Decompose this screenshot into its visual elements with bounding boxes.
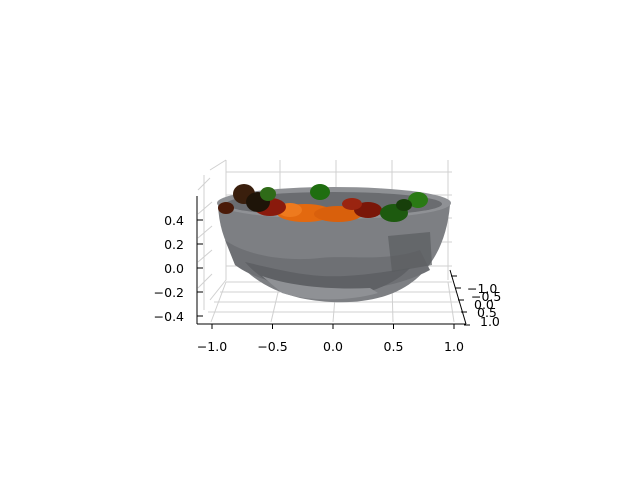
y-axis-line	[449, 269, 467, 325]
fruit-group	[218, 184, 428, 222]
red-fruit-4	[218, 202, 234, 214]
z-tick-label: 0.4	[164, 213, 184, 228]
x-tick-labels: −1.0 −0.5 0.0 0.5 1.0	[197, 324, 464, 354]
green-fruit-5	[396, 199, 412, 211]
y-tick-label: 1.0	[480, 314, 500, 329]
x-tick-label: −0.5	[257, 339, 287, 354]
z-tick-label: 0.0	[164, 261, 184, 276]
green-fruit-1	[310, 184, 330, 200]
red-fruit-3	[342, 198, 362, 210]
bowl-light-band	[262, 276, 378, 300]
orange-2	[314, 206, 362, 222]
y-tick-label: −0.5	[471, 289, 501, 304]
z-tick-labels: 0.4 0.2 0.0 −0.2 −0.4	[154, 213, 203, 324]
z-tick-label: −0.2	[154, 285, 184, 300]
bowl-surface	[217, 187, 451, 303]
bowl-shadow-patch	[388, 232, 432, 272]
y-tick-label: 0.0	[474, 297, 494, 312]
axes-lines	[196, 196, 467, 325]
x-tick-label: −1.0	[197, 339, 227, 354]
y-tick-label: 0.5	[477, 305, 497, 320]
green-fruit-3	[408, 192, 428, 208]
z-tick-label: 0.2	[164, 237, 184, 252]
y-tick-labels: −1.0−0.50.00.51.0	[451, 275, 501, 329]
z-tick-label: −0.4	[154, 309, 184, 324]
x-tick-label: 1.0	[444, 339, 464, 354]
x-tick-label: 0.0	[323, 339, 343, 354]
green-fruit-4	[260, 187, 276, 201]
x-tick-label: 0.5	[384, 339, 404, 354]
y-tick-label: −1.0	[467, 281, 497, 296]
